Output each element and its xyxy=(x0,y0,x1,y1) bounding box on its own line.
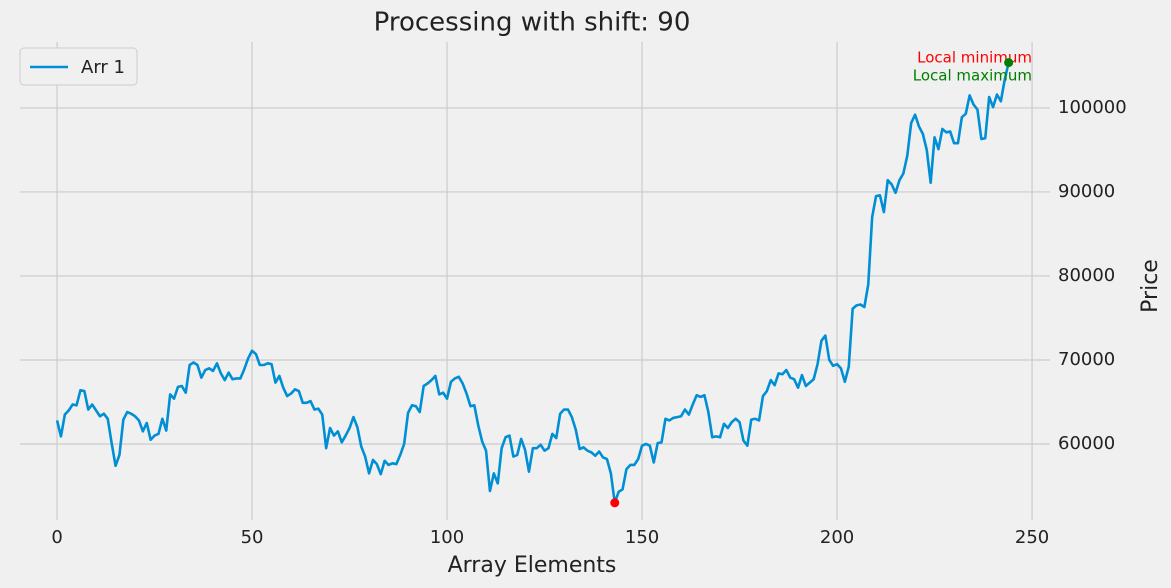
annotation: Local minimum xyxy=(917,49,1032,67)
y-tick-label: 70000 xyxy=(1058,349,1115,370)
annotation: Local maximum xyxy=(913,67,1032,85)
x-axis-label: Array Elements xyxy=(448,553,617,578)
legend-label: Arr 1 xyxy=(81,57,125,78)
x-tick-label: 200 xyxy=(820,527,854,548)
extremum-marker xyxy=(1004,58,1014,68)
extremum-marker xyxy=(610,498,620,508)
chart-title: Processing with shift: 90 xyxy=(374,8,691,38)
y-axis-label: Price xyxy=(1138,259,1163,313)
x-tick-label: 150 xyxy=(625,527,659,548)
y-tick-label: 80000 xyxy=(1058,265,1115,286)
y-tick-label: 60000 xyxy=(1058,433,1115,454)
legend-box xyxy=(19,47,138,86)
y-tick-label: 90000 xyxy=(1058,181,1115,202)
line xyxy=(55,62,1010,505)
x-tick-label: 0 xyxy=(51,527,62,548)
x-tick-label: 100 xyxy=(430,527,464,548)
y-tick-label: 100000 xyxy=(1058,97,1127,118)
x-tick-label: 250 xyxy=(1015,527,1049,548)
x-tick-label: 50 xyxy=(241,527,264,548)
